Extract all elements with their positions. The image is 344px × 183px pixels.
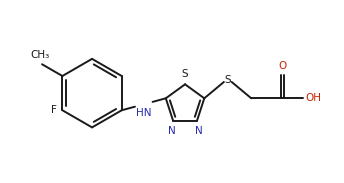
- Text: S: S: [225, 75, 231, 85]
- Text: CH₃: CH₃: [31, 50, 50, 60]
- Text: HN: HN: [136, 108, 151, 117]
- Text: O: O: [278, 61, 287, 71]
- Text: OH: OH: [305, 93, 321, 103]
- Text: N: N: [168, 126, 175, 137]
- Text: S: S: [182, 69, 189, 79]
- Text: F: F: [51, 105, 56, 115]
- Text: N: N: [195, 126, 203, 137]
